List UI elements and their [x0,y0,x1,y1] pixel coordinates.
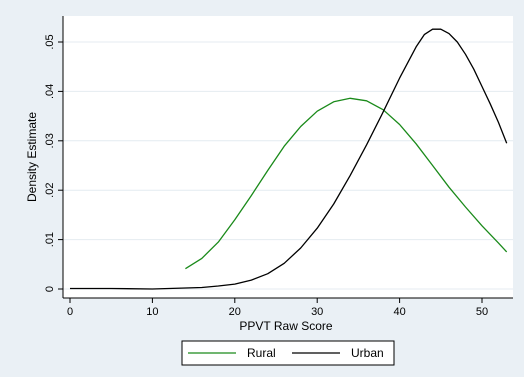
y-tick-label-3: .03 [44,133,56,148]
x-tick-label-5: 50 [476,306,488,318]
x-tick-label-2: 20 [229,306,241,318]
x-axis-title: PPVT Raw Score [239,319,332,333]
legend-label-urban: Urban [351,346,384,360]
y-tick-label-2: .02 [44,183,56,198]
y-tick-label-0: 0 [44,286,56,292]
x-axis: 0 10 20 30 40 50 [63,297,513,318]
series-line-rural [185,97,508,270]
y-axis: 0 .01 .02 .03 .04 .05 [44,16,64,298]
x-tick-label-0: 0 [67,306,73,318]
x-tick-label-3: 30 [311,306,323,318]
x-tick-label-1: 10 [146,306,158,318]
legend-label-rural: Rural [247,346,276,360]
y-axis-title: Density Estimate [25,112,39,202]
plot-area [63,16,513,298]
y-tick-label-1: .01 [44,232,56,247]
y-tick-label-5: .05 [44,34,56,49]
x-tick-label-4: 40 [393,306,405,318]
y-tick-label-4: .04 [44,84,56,99]
series-lines [70,28,508,290]
series-line-urban [70,28,508,290]
legend: Rural Urban [181,340,395,366]
